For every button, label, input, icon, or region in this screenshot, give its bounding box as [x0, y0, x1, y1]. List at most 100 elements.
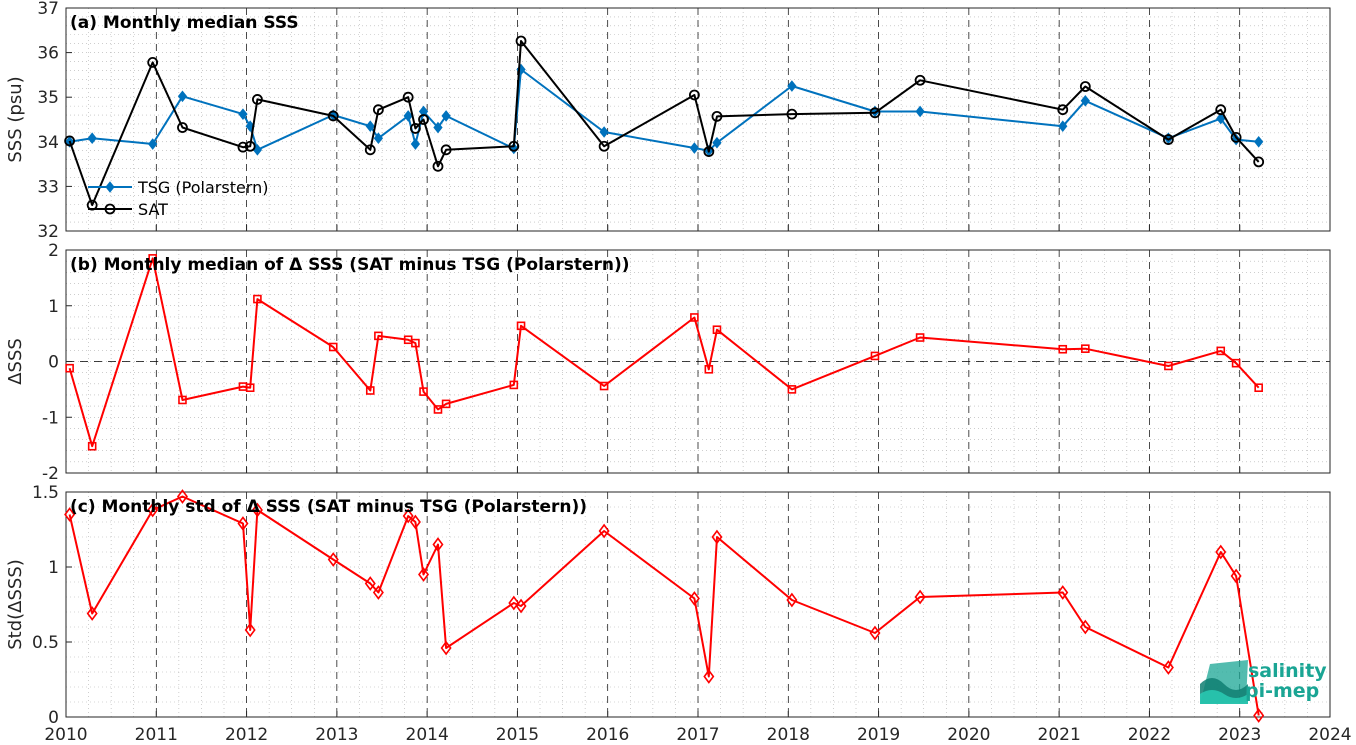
legend-item: SAT: [88, 200, 168, 219]
data-point: [786, 108, 798, 120]
x-tick-label: 2020: [947, 725, 990, 745]
data-point: [244, 622, 256, 638]
y-tick-label: -1: [42, 408, 59, 428]
logo-line1: salinity: [1248, 660, 1327, 682]
data-point: [599, 381, 609, 391]
panel-a-median-sss: 32 33 34 35 36 37 SSS (psu) (a) Monthly median …: [5, 0, 1331, 242]
data-point: [86, 606, 98, 621]
data-point: [177, 90, 188, 103]
data-point: [1079, 81, 1091, 92]
data-point: [1254, 135, 1264, 148]
data-point: [1162, 134, 1174, 145]
grid-lines: [66, 250, 1330, 473]
data-point: [1080, 94, 1090, 107]
data-point: [441, 399, 451, 409]
data-point: [515, 35, 527, 47]
x-tick-label: 2019: [857, 725, 900, 745]
series-tsg-polarstern-: [64, 63, 1264, 157]
data-point: [253, 294, 262, 304]
data-point: [869, 107, 881, 119]
data-point: [441, 110, 451, 122]
data-point: [787, 80, 797, 92]
data-point: [915, 333, 925, 342]
salinity-pi-mep-logo: salinity pi-mep: [1200, 660, 1327, 704]
data-point: [64, 507, 76, 522]
data-point: [508, 595, 520, 611]
data-point: [237, 141, 249, 153]
data-point: [712, 136, 722, 149]
y-tick-label: 32: [37, 222, 59, 242]
x-tick-label: 2021: [1038, 725, 1081, 745]
data-point: [365, 386, 375, 395]
data-point: [1057, 585, 1069, 600]
data-point: [1079, 619, 1091, 635]
data-point: [1216, 112, 1226, 125]
y-tick-label: 36: [37, 44, 59, 64]
data-point: [914, 589, 926, 605]
y-tick-label: 0: [48, 353, 59, 373]
data-point: [704, 365, 714, 374]
data-point: [870, 351, 880, 361]
x-tick-label: 2018: [767, 725, 810, 745]
data-point: [1216, 346, 1226, 356]
data-point: [252, 94, 263, 105]
x-tick-label: 2015: [496, 725, 539, 745]
data-point: [440, 640, 452, 656]
data-point: [176, 489, 188, 504]
y-tick-label: 0: [48, 708, 59, 728]
logo-wave-icon: [1200, 660, 1248, 704]
x-tick-label: 2011: [135, 725, 178, 745]
data-point: [372, 104, 384, 116]
data-point: [418, 567, 430, 582]
x-tick-label: 2010: [44, 725, 87, 745]
data-point: [65, 363, 74, 373]
data-point: [64, 135, 76, 147]
data-point: [703, 146, 715, 158]
data-point: [374, 331, 383, 341]
grid-lines: [66, 492, 1330, 717]
x-tick-label: 2017: [676, 725, 719, 745]
data-point: [238, 108, 248, 120]
series-line: [68, 257, 1260, 448]
y-axis-label: SSS (psu): [5, 76, 26, 162]
legend-item: TSG (Polarstern): [88, 178, 268, 197]
x-tick-label: 2023: [1218, 725, 1261, 745]
data-point: [105, 181, 115, 193]
y-tick-label: 1: [48, 297, 59, 317]
data-point: [703, 669, 715, 684]
data-point: [508, 140, 520, 152]
data-point: [914, 74, 926, 86]
series-delta: [64, 489, 1265, 723]
data-point: [516, 321, 526, 331]
y-tick-label: 35: [37, 88, 59, 108]
series-sat: [64, 35, 1265, 211]
x-tick-label: 2013: [315, 725, 358, 745]
x-axis-tick-labels: 2010 2011 2012 2013 2014 2015 2016 2017 2018 2019…: [44, 725, 1351, 745]
data-point: [1254, 383, 1263, 393]
legend-label: TSG (Polarstern): [137, 178, 268, 197]
data-point: [245, 383, 255, 393]
data-point: [244, 140, 256, 152]
y-tick-label: 37: [37, 0, 59, 19]
data-point: [869, 625, 881, 641]
data-point: [915, 105, 925, 118]
data-point: [598, 140, 610, 152]
data-point: [364, 144, 376, 156]
data-point: [432, 537, 444, 552]
y-tick-label: 33: [37, 177, 59, 197]
logo-line2: pi-mep: [1245, 680, 1319, 702]
data-point: [1057, 104, 1069, 116]
y-axis-label: Std(ΔSSS): [5, 559, 26, 650]
series-line: [68, 40, 1260, 207]
x-tick-label: 2014: [406, 725, 449, 745]
grid-lines: [66, 8, 1330, 231]
data-point: [418, 105, 429, 118]
data-point: [787, 385, 797, 394]
data-point: [515, 598, 527, 614]
data-point: [786, 592, 798, 608]
y-tick-label: 2: [48, 241, 59, 261]
data-point: [327, 110, 339, 122]
panel-title: (a) Monthly median SSS: [70, 13, 299, 33]
series-delta: [65, 254, 1263, 451]
